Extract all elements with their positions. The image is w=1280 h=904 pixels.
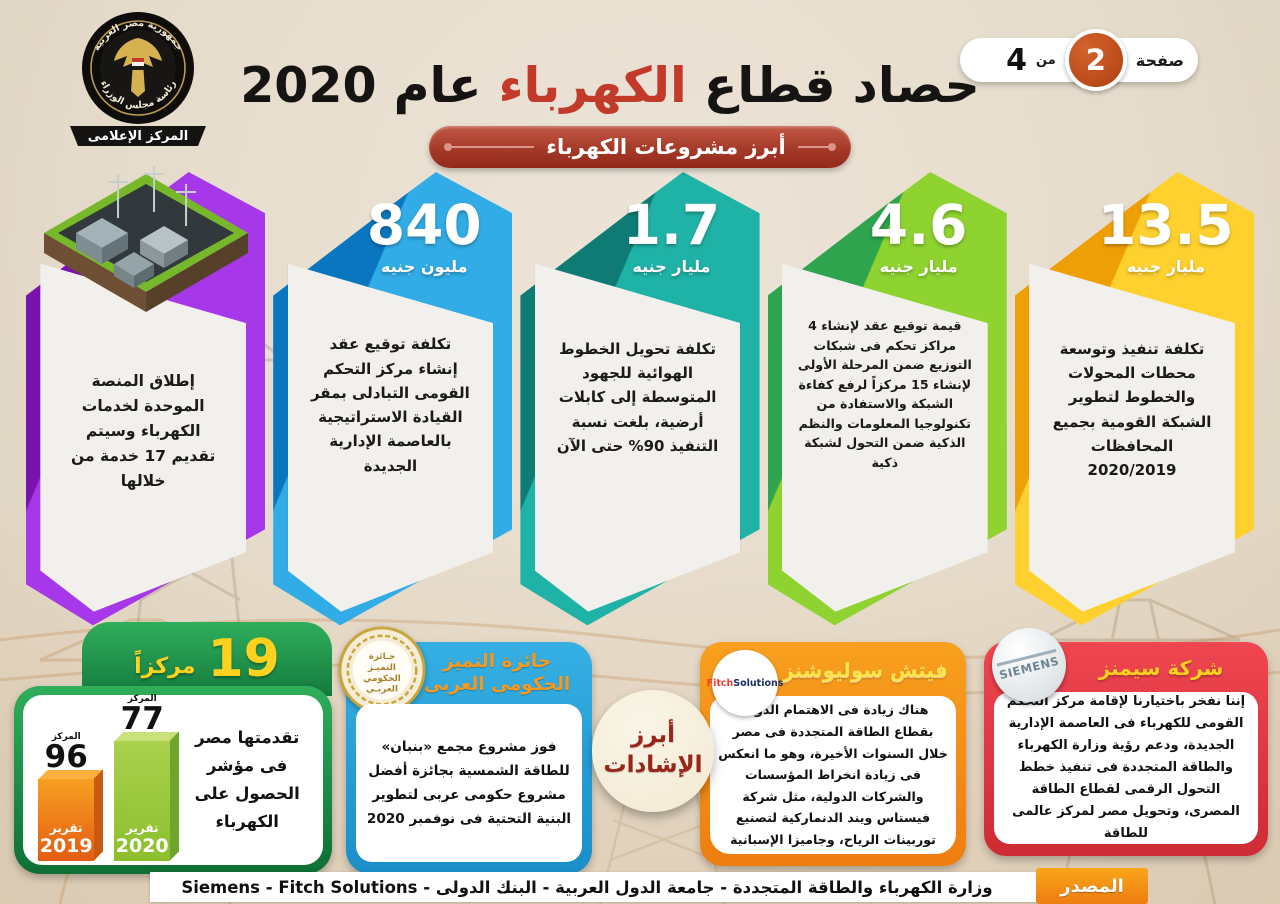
bar-report-word: تقرير: [125, 820, 159, 835]
projects-section-banner: أبرز مشروعات الكهرباء: [429, 126, 851, 168]
bar-2020: المركز 77 تقرير 2020: [114, 693, 171, 861]
project-description: تكلفة تنفيذ وتوسعة محطات المحولات والخطو…: [1052, 339, 1212, 480]
siemens-card-body: إننا نفخر باختيارنا لإقامة مركز التحكم ا…: [994, 692, 1258, 844]
logo-ribbon-text: المركز الإعلامى: [88, 129, 188, 144]
fitch-card-body: هناك زيادة فى الاهتمام الدولى بقطاع الطا…: [710, 696, 956, 854]
endorsements-word2: الإشادات: [603, 752, 703, 778]
ranking-bar-chart: المركز 96 تقرير 2019 المركز 77 تقرير 202…: [33, 694, 175, 867]
project-value: 13.5 مليار جنيه: [1092, 193, 1240, 277]
award-title-line1: جائزة التميز: [442, 650, 552, 672]
siemens-text: إننا نفخر باختيارنا لإقامة مركز التحكم ا…: [1006, 693, 1246, 842]
title-pre: حصاد قطاع: [703, 56, 981, 114]
svg-text:العربـي: العربـي: [366, 685, 398, 695]
page-title: حصاد قطاع الكهرباء عام 2020: [240, 56, 981, 114]
bar-column-orange: تقرير 2019: [38, 778, 95, 861]
fitch-card-title: فيتش سوليوشنز: [782, 658, 948, 682]
svg-text:جـائزة: جـائزة: [369, 652, 396, 662]
source-bar: وزارة الكهرباء والطاقة المتجددة - جامعة …: [150, 868, 1148, 904]
award-medal-icon: جـائزة التميـز الحكومي العربـي: [338, 626, 426, 714]
page-number-badge: 2: [1064, 29, 1127, 91]
project-value: 1.7 مليار جنيه: [597, 193, 745, 277]
page-total: 4: [1006, 42, 1028, 78]
siemens-logo: SIEMENS: [992, 628, 1066, 702]
projects-row: 13.5 مليار جنيه تكلفة تنفيذ وتوسعة محطات…: [25, 166, 1254, 634]
page-of-word: من: [1036, 52, 1056, 68]
value-number: 840: [366, 193, 482, 257]
substation-illustration-icon: [36, 156, 256, 345]
ranking-card: 19 مركزاً تقدمتها مصر فى مؤشر الحصول على…: [14, 622, 332, 874]
endorsements-circle: أبرز الإشادات: [592, 690, 714, 812]
project-description: تكلفة تحويل الخطوط الهوائية للجهود المتو…: [556, 339, 719, 456]
ribbon-panel: [781, 263, 988, 612]
value-number: 4.6: [869, 193, 968, 257]
project-description: تكلفة توقيع عقد إنشاء مركز التحكم القومى…: [310, 335, 470, 475]
award-text: فوز مشروع مجمع «بنبان» للطاقة الشمسية بج…: [366, 738, 572, 828]
source-label: المصدر: [1036, 868, 1148, 904]
ranking-headline-number: 19: [207, 629, 280, 689]
project-grid-expansion: 13.5 مليار جنيه تكلفة تنفيذ وتوسعة محطات…: [1014, 172, 1254, 630]
fitch-solutions-logo: FitchSolutions: [707, 650, 783, 716]
bar-rank-value: 96: [44, 738, 88, 775]
bar-2019: المركز 96 تقرير 2019: [38, 731, 95, 861]
award-card-title: جائزة التميز الحكومى العربى: [346, 642, 592, 704]
bar-year: 2019: [39, 834, 93, 857]
page-word: صفحة: [1135, 50, 1184, 70]
ribbon-panel: [287, 263, 494, 612]
bar-rank-value: 77: [120, 700, 164, 737]
award-card-body: فوز مشروع مجمع «بنبان» للطاقة الشمسية بج…: [356, 704, 582, 862]
award-title-line2: الحكومى العربى: [423, 674, 571, 695]
projects-banner-label: أبرز مشروعات الكهرباء: [546, 135, 786, 159]
svg-text:الحكومي: الحكومي: [363, 674, 401, 684]
ranking-description: تقدمتها مصر فى مؤشر الحصول على الكهرباء: [194, 727, 300, 832]
bar-column-green: تقرير 2020: [114, 740, 171, 861]
government-media-center-logo: جمهورية مصر العربية رئاسة مجلس الوزراء ا…: [62, 6, 214, 146]
banner-decor-line-right: [797, 143, 836, 151]
ranking-card-body: تقدمتها مصر فى مؤشر الحصول على الكهرباء …: [14, 686, 332, 874]
value-unit: مليار جنيه: [632, 257, 711, 276]
bar-rank-label: المركز: [127, 693, 157, 704]
value-unit: مليار جنيه: [1126, 257, 1205, 276]
value-unit: مليون جنيه: [380, 257, 468, 276]
value-number: 13.5: [1098, 193, 1234, 257]
value-unit: مليار جنيه: [879, 257, 958, 276]
siemens-card-title: شركة سيمنز: [1098, 656, 1224, 680]
endorsements-word1: أبرز: [630, 722, 676, 749]
eagle-icon: [114, 38, 162, 97]
project-unified-platform: إطلاق المنصة الموحدة لخدمات الكهرباء وسي…: [25, 166, 266, 630]
logo-ribbon: [70, 126, 206, 146]
bar-report-word: تقرير: [49, 820, 83, 835]
ribbon-panel: [534, 263, 741, 612]
arab-gov-excellence-award-card: جـائزة التميـز الحكومي العربـي جائزة الت…: [338, 626, 592, 874]
value-number: 1.7: [622, 193, 721, 257]
title-post: عام 2020: [240, 56, 482, 114]
ribbon-panel: [40, 263, 247, 612]
title-highlight: الكهرباء: [498, 56, 687, 114]
bar-year: 2020: [115, 834, 169, 857]
page-indicator: صفحة 2 من 4: [960, 29, 1198, 91]
svg-text:التميـز: التميـز: [367, 663, 396, 673]
bar-rank-label: المركز: [51, 731, 81, 742]
project-value: 840 مليون جنيه: [350, 193, 498, 277]
siemens-card: SIEMENS شركة سيمنز إننا نفخر باختيارنا ل…: [984, 628, 1268, 856]
ranking-headline-label: مركزاً: [134, 653, 196, 679]
project-national-control-center: 840 مليون جنيه تكلفة توقيع عقد إنشاء مرك…: [273, 172, 513, 630]
project-underground-cables: 1.7 مليار جنيه تكلفة تحويل الخطوط الهوائ…: [520, 172, 760, 630]
project-description: قيمة توقيع عقد لإنشاء 4 مراكز تحكم فى شب…: [797, 318, 972, 470]
fitch-solutions-card: FitchSolutions فيتش سوليوشنز هناك زيادة …: [700, 642, 966, 866]
project-description: إطلاق المنصة الموحدة لخدمات الكهرباء وسي…: [71, 371, 216, 491]
fitch-text: هناك زيادة فى الاهتمام الدولى بقطاع الطا…: [718, 702, 948, 848]
ribbon-panel: [1029, 263, 1235, 612]
source-text: وزارة الكهرباء والطاقة المتجددة - جامعة …: [181, 877, 993, 897]
project-control-centers: 4.6 مليار جنيه قيمة توقيع عقد لإنشاء 4 م…: [767, 172, 1007, 630]
ranking-headline: 19 مركزاً: [82, 622, 332, 696]
project-value: 4.6 مليار جنيه: [845, 193, 993, 277]
banner-decor-line-left: [444, 143, 535, 151]
